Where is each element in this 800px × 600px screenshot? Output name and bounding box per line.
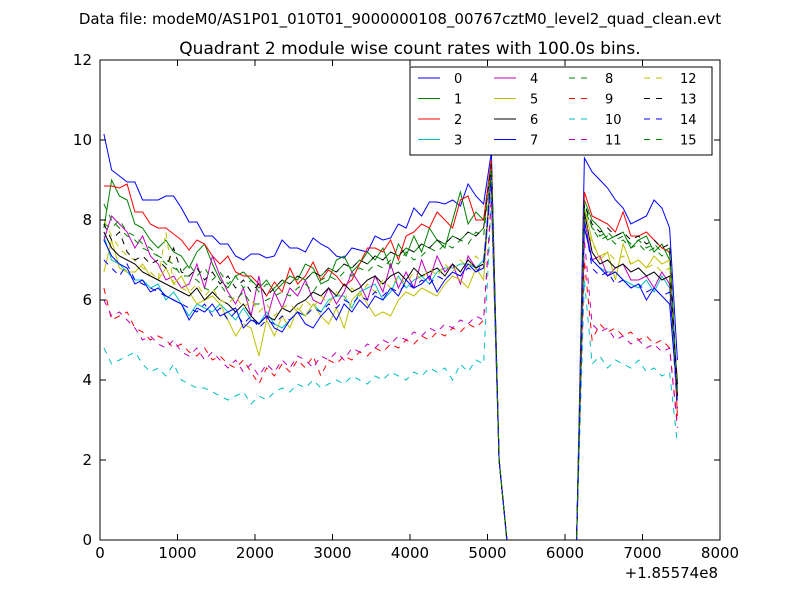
axis-ticks: 0 1000 2000 3000 4000 5000 6000 7000 80000246810…	[73, 51, 739, 562]
x-tick-label: 1000	[158, 544, 196, 562]
legend-label: 7	[530, 134, 538, 149]
y-tick-label: 12	[73, 51, 92, 69]
y-tick-label: 0	[82, 531, 92, 549]
legend-label: 0	[454, 72, 462, 87]
legend-item-11: 11	[569, 134, 622, 149]
legend-label: 9	[605, 93, 613, 108]
y-tick-label: 6	[82, 291, 92, 309]
x-tick-label: 8000	[701, 544, 739, 562]
legend-label: 2	[454, 113, 462, 128]
legend-item-13: 13	[644, 93, 697, 108]
x-tick-label: 6000	[546, 544, 584, 562]
series-line-0	[103, 133, 678, 540]
x-tick-label: 7000	[623, 544, 661, 562]
legend-item-10: 10	[569, 113, 622, 128]
legend-item-12: 12	[644, 72, 697, 87]
legend-item-5: 5	[494, 93, 538, 108]
plot-frame	[99, 59, 721, 541]
legend-item-6: 6	[494, 113, 538, 128]
legend-item-0: 0	[418, 72, 462, 87]
x-tick-label: 0	[95, 544, 105, 562]
legend-item-3: 3	[418, 134, 462, 149]
legend-item-7: 7	[494, 134, 538, 149]
legend-label: 6	[530, 113, 538, 128]
x-offset-label: +1.85574e8	[625, 564, 718, 582]
legend-label: 11	[605, 134, 622, 149]
y-tick-label: 10	[73, 131, 92, 149]
legend-item-8: 8	[569, 72, 613, 87]
x-tick-label: 5000	[468, 544, 506, 562]
legend-item-9: 9	[569, 93, 613, 108]
legend-label: 1	[454, 93, 462, 108]
legend-label: 13	[680, 93, 697, 108]
legend-item-14: 14	[644, 113, 697, 128]
series-line-1	[103, 159, 678, 540]
x-tick-label: 2000	[236, 544, 274, 562]
series-line-15	[103, 171, 678, 540]
x-tick-label: 4000	[391, 544, 429, 562]
series-line-3	[103, 179, 678, 540]
y-tick-label: 2	[82, 451, 92, 469]
series-line-4	[103, 179, 678, 540]
legend-label: 4	[530, 72, 538, 87]
y-tick-label: 8	[82, 211, 92, 229]
legend-label: 5	[530, 93, 538, 108]
legend-label: 15	[680, 134, 697, 149]
legend-label: 10	[605, 113, 622, 128]
chart-title: Quadrant 2 module wise count rates with …	[179, 39, 640, 59]
y-tick-label: 4	[82, 371, 92, 389]
legend-label: 3	[454, 134, 462, 149]
series-line-12	[103, 179, 678, 540]
legend-frame	[409, 66, 713, 156]
figure-suptitle: Data file: modeM0/AS1P01_010T01_90000001…	[79, 10, 721, 29]
legend-label: 12	[680, 72, 697, 87]
legend-label: 14	[680, 113, 697, 128]
x-tick-label: 3000	[313, 544, 351, 562]
legend-item-4: 4	[494, 72, 538, 87]
series-line-11	[103, 199, 678, 540]
legend-item-15: 15	[644, 134, 697, 149]
legend-label: 8	[605, 72, 613, 87]
legend-item-1: 1	[418, 93, 462, 108]
legend-item-2: 2	[418, 113, 462, 128]
series-layer	[103, 133, 678, 540]
